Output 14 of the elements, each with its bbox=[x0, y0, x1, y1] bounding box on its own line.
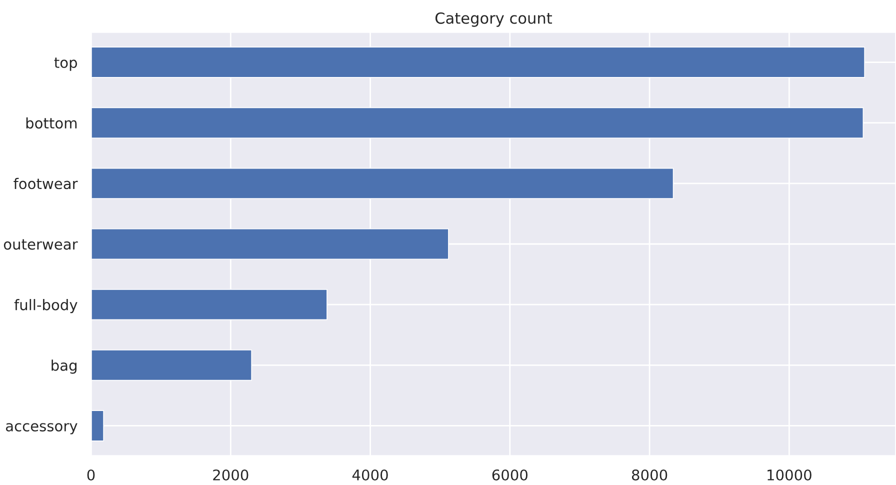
chart-title: Category count bbox=[435, 12, 552, 27]
x-tick-label: 4000 bbox=[352, 469, 388, 480]
y-tick-label: bottom bbox=[26, 117, 77, 129]
y-tick-label: full-body bbox=[14, 299, 78, 314]
x-tick-label: 8000 bbox=[632, 469, 668, 480]
y-tick-label: accessory bbox=[6, 423, 78, 434]
y-tick-label: bag bbox=[52, 360, 76, 374]
y-tick-label: top bbox=[54, 58, 78, 71]
x-tick-label: 10000 bbox=[768, 469, 812, 480]
y-tick-label: footwear bbox=[14, 178, 78, 190]
y-tick-label: outerwear bbox=[4, 239, 78, 250]
x-tick-label: 6000 bbox=[492, 469, 528, 480]
x-tick-label: 0 bbox=[87, 469, 95, 480]
x-tick-label: 2000 bbox=[213, 469, 248, 480]
